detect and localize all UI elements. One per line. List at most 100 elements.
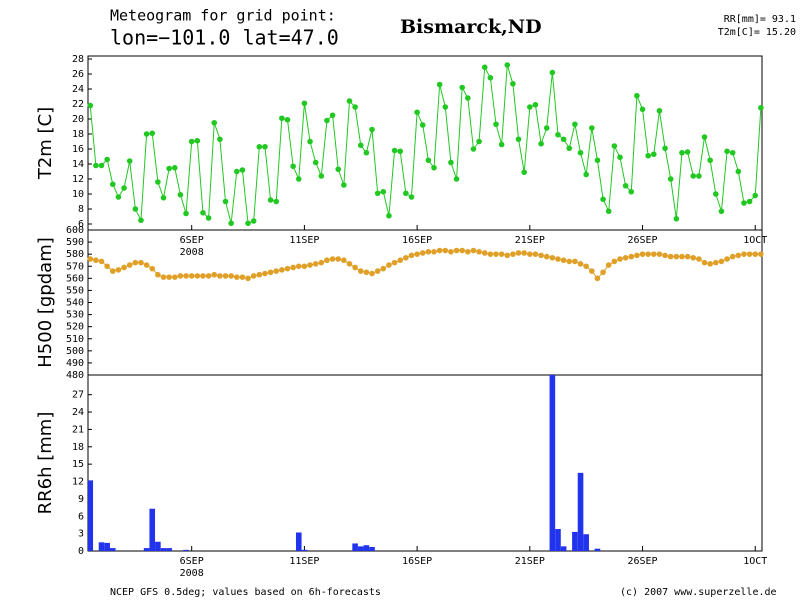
y-tick-label: 550 <box>66 285 84 296</box>
bar <box>149 508 156 551</box>
bar <box>357 546 364 551</box>
data-point <box>256 143 263 150</box>
data-point <box>419 122 426 128</box>
x-year-label: 2008 <box>180 568 204 579</box>
data-point <box>143 131 150 137</box>
data-point <box>707 261 713 267</box>
data-point <box>183 273 189 279</box>
data-point <box>228 273 234 279</box>
data-point <box>374 268 381 274</box>
data-point <box>724 256 730 262</box>
data-point <box>611 143 618 149</box>
data-point <box>357 142 364 149</box>
data-point <box>679 253 685 260</box>
data-point <box>391 259 398 266</box>
data-point <box>701 134 708 140</box>
data-point <box>521 250 527 256</box>
data-point <box>673 215 680 222</box>
data-point <box>481 250 488 256</box>
data-point <box>222 198 229 205</box>
header-title: Meteogram for grid point: <box>110 7 336 25</box>
data-point <box>476 138 482 145</box>
data-point <box>166 274 172 280</box>
bar <box>369 546 375 551</box>
data-point <box>403 190 409 197</box>
bar <box>352 543 358 551</box>
y-tick-label: 480 <box>66 370 84 381</box>
y-tick-label: 12 <box>72 477 84 488</box>
data-point <box>403 254 409 261</box>
data-point <box>605 262 612 268</box>
data-point <box>295 263 302 270</box>
x-tick-label: 26SEP <box>627 556 657 567</box>
bars <box>88 375 601 551</box>
data-point <box>171 164 178 171</box>
data-point <box>481 64 488 71</box>
data-point <box>408 194 415 200</box>
data-point <box>352 264 358 271</box>
bar <box>555 529 561 551</box>
y-tick-label: 14 <box>72 159 84 170</box>
data-point <box>729 253 736 260</box>
data-point <box>324 117 330 124</box>
y-tick-label: 24 <box>72 407 84 418</box>
data-point <box>510 251 516 257</box>
bar <box>166 548 172 551</box>
x-tick-label: 21SEP <box>515 556 545 567</box>
data-point <box>459 247 465 254</box>
data-point <box>617 256 623 262</box>
data-point <box>115 267 122 273</box>
data-point <box>701 259 708 266</box>
data-point <box>735 252 742 259</box>
data-point <box>222 273 229 279</box>
data-point <box>352 104 358 110</box>
x-tick-label: 1OCT <box>743 556 767 567</box>
data-point <box>267 197 274 203</box>
data-point <box>205 273 212 279</box>
data-point <box>245 275 251 282</box>
data-point <box>87 102 94 109</box>
x-year-label: 2008 <box>180 247 204 258</box>
y-tick-label: 490 <box>66 358 84 369</box>
data-point <box>279 115 285 122</box>
y-tick-label: 21 <box>72 424 84 435</box>
data-point <box>617 154 623 161</box>
data-point <box>583 263 589 270</box>
data-point <box>538 252 544 259</box>
y-tick-label: 20 <box>72 114 84 125</box>
data-point <box>594 275 601 282</box>
bar <box>143 548 150 551</box>
y-tick-label: 6 <box>78 511 84 522</box>
x-tick-label: 21SEP <box>515 235 545 246</box>
station-name: Bismarck,ND <box>400 16 542 38</box>
data-point <box>301 100 308 107</box>
data-point <box>386 262 392 268</box>
data-point <box>329 112 336 119</box>
data-point <box>527 104 533 110</box>
data-point <box>476 248 482 255</box>
stat-rr: RR[mm]= 93.1 <box>724 14 796 25</box>
data-point <box>465 95 471 101</box>
y-tick-label: 9 <box>78 494 84 505</box>
data-point <box>583 171 589 178</box>
data-point <box>228 220 234 227</box>
bar <box>98 542 105 551</box>
data-point <box>126 158 133 164</box>
data-point <box>109 268 116 274</box>
data-point <box>408 252 415 259</box>
data-point <box>515 250 522 256</box>
data-point <box>549 69 556 76</box>
data-point <box>318 173 325 179</box>
data-point <box>589 268 595 274</box>
data-point <box>307 138 313 145</box>
y-tick-label: 15 <box>72 459 84 470</box>
data-point <box>605 208 612 215</box>
data-point <box>560 136 567 143</box>
bar <box>88 480 94 551</box>
data-point <box>188 138 195 145</box>
data-point <box>470 247 477 254</box>
data-point <box>504 62 511 68</box>
data-point <box>752 251 759 257</box>
data-point <box>239 167 246 173</box>
data-point <box>735 168 742 175</box>
